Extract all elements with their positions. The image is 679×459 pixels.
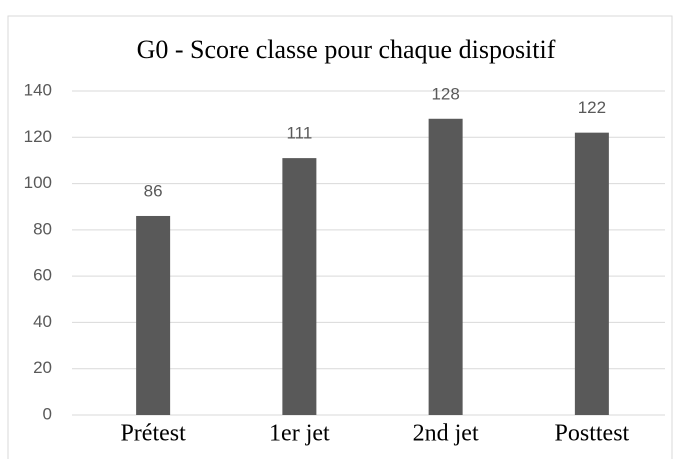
bar [428,118,463,416]
y-tick-label: 20 [33,358,52,377]
chart-border [7,15,673,459]
x-tick-label: 1er jet [269,421,330,447]
y-tick-label: 120 [24,127,52,146]
y-tick-label: 140 [24,80,52,99]
value-label: 122 [578,98,606,117]
value-label: 128 [431,84,459,103]
y-tick-label: 60 [33,266,52,285]
y-tick-label: 0 [43,404,52,423]
y-tick-label: 100 [24,173,52,192]
label-background [385,420,506,450]
value-label: 86 [144,181,163,200]
label-background [239,420,360,450]
value-label: 111 [286,124,312,143]
x-tick-label: Posttest [555,421,630,447]
y-tick-label: 80 [33,219,52,238]
y-tick-label: 40 [33,312,52,331]
label-background [93,420,214,450]
bar [136,215,171,415]
x-tick-label: Prétest [120,421,186,447]
label-background [531,420,652,450]
chart-title: G0 - Score classe pour chaque dispositif [137,35,556,64]
bar [282,158,317,415]
bar [574,132,609,415]
x-tick-label: 2nd jet [413,421,479,447]
